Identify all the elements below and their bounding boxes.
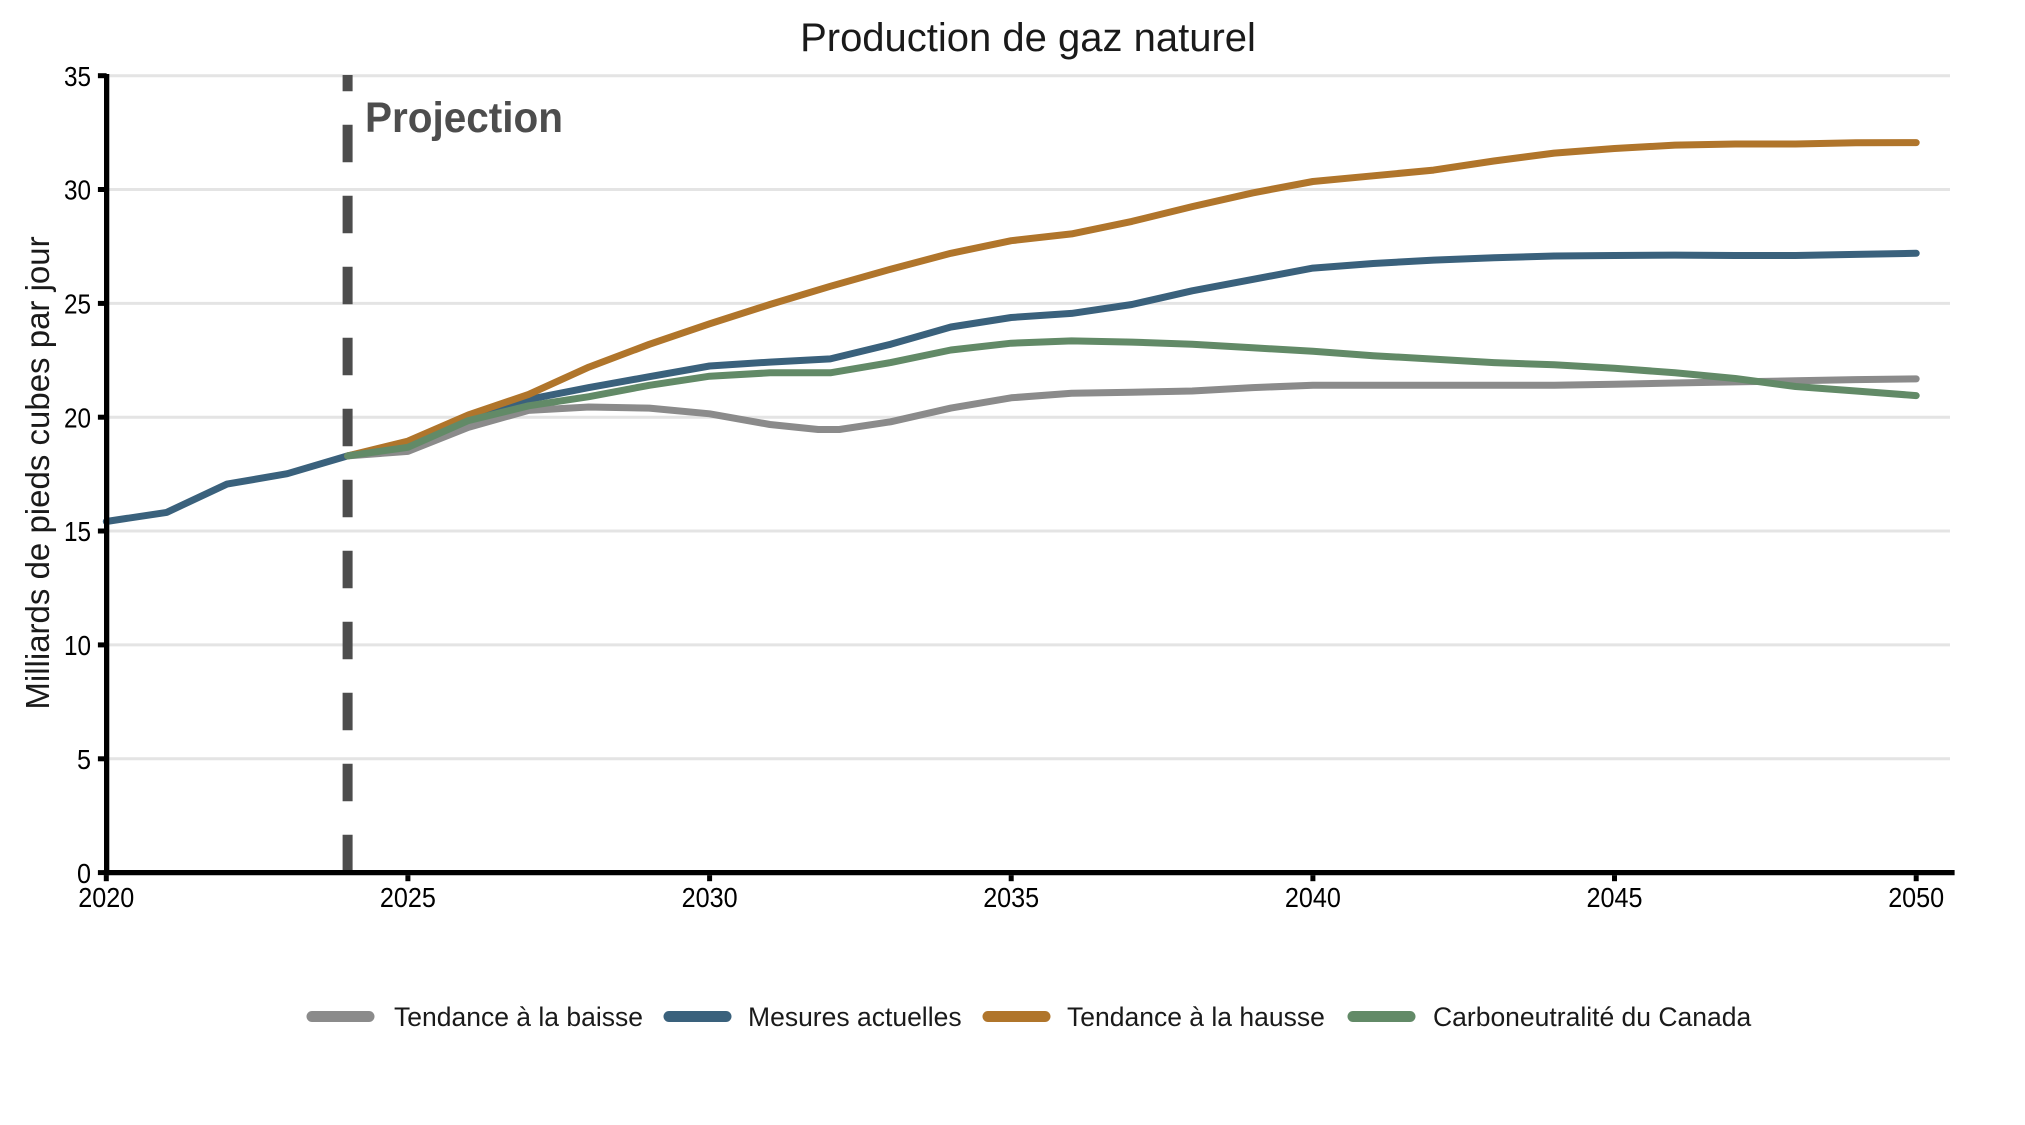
svg-text:0: 0 bbox=[77, 858, 91, 889]
svg-text:15: 15 bbox=[64, 516, 91, 547]
svg-text:2035: 2035 bbox=[983, 882, 1039, 913]
svg-text:2020: 2020 bbox=[78, 882, 134, 913]
svg-text:Mesures actuelles: Mesures actuelles bbox=[748, 1002, 962, 1032]
svg-text:2025: 2025 bbox=[380, 882, 436, 913]
svg-text:25: 25 bbox=[64, 289, 91, 320]
svg-text:Milliards de pieds cubes par j: Milliards de pieds cubes par jour bbox=[19, 236, 56, 709]
svg-text:2040: 2040 bbox=[1285, 882, 1341, 913]
svg-text:Carboneutralité du Canada: Carboneutralité du Canada bbox=[1433, 1002, 1751, 1032]
svg-text:35: 35 bbox=[64, 61, 91, 92]
svg-text:2050: 2050 bbox=[1888, 882, 1944, 913]
svg-text:20: 20 bbox=[64, 402, 91, 433]
svg-text:Tendance à la baisse: Tendance à la baisse bbox=[394, 1002, 643, 1032]
svg-text:30: 30 bbox=[64, 175, 91, 206]
svg-text:Tendance à la hausse: Tendance à la hausse bbox=[1067, 1002, 1325, 1032]
svg-text:10: 10 bbox=[64, 630, 91, 661]
svg-text:2030: 2030 bbox=[682, 882, 738, 913]
svg-text:Production de gaz naturel: Production de gaz naturel bbox=[800, 16, 1256, 60]
svg-text:Projection: Projection bbox=[365, 94, 563, 142]
svg-text:2045: 2045 bbox=[1587, 882, 1643, 913]
svg-text:5: 5 bbox=[77, 744, 91, 775]
